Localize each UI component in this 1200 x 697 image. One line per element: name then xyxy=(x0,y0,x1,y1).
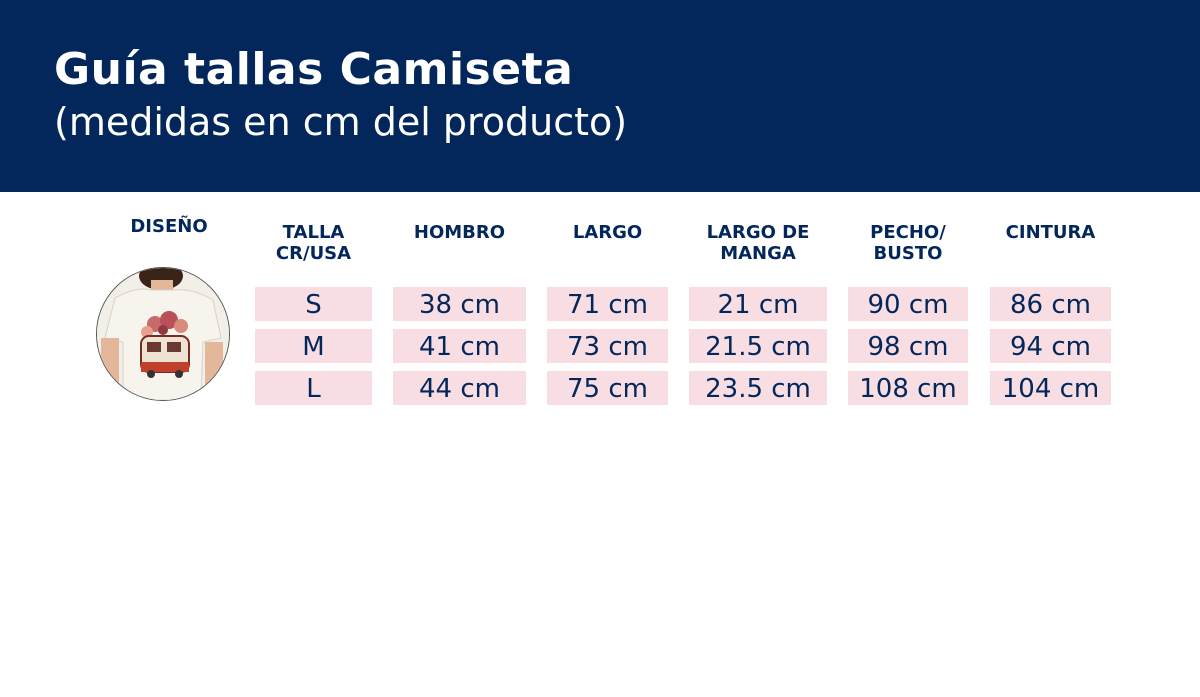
table-cell-chest: 98 cm xyxy=(848,329,968,363)
column-header-shoulder: HOMBRO xyxy=(413,222,506,243)
table-cell-sleeve-length: 21 cm xyxy=(689,287,827,321)
table-cell-length: 71 cm xyxy=(547,287,668,321)
table-cell-waist: 86 cm xyxy=(990,287,1111,321)
page-subtitle: (medidas en cm del producto) xyxy=(54,100,628,144)
table-cell-size: M xyxy=(255,329,372,363)
table-cell-size: S xyxy=(255,287,372,321)
table-cell-sleeve-length: 21.5 cm xyxy=(689,329,827,363)
table-cell-size: L xyxy=(255,371,372,405)
table-cell-length: 73 cm xyxy=(547,329,668,363)
table-cell-shoulder: 38 cm xyxy=(393,287,526,321)
header-banner: Guía tallas Camiseta (medidas en cm del … xyxy=(0,0,1200,192)
column-header-size: TALLA CR/USA xyxy=(275,222,352,264)
table-cell-shoulder: 41 cm xyxy=(393,329,526,363)
table-cell-chest: 108 cm xyxy=(848,371,968,405)
column-header-sleeve-length: LARGO DE MANGA xyxy=(706,222,810,264)
table-cell-chest: 90 cm xyxy=(848,287,968,321)
table-cell-waist: 104 cm xyxy=(990,371,1111,405)
table-cell-waist: 94 cm xyxy=(990,329,1111,363)
table-cell-length: 75 cm xyxy=(547,371,668,405)
column-header-length: LARGO xyxy=(572,222,643,243)
column-header-chest: PECHO/ BUSTO xyxy=(870,222,946,264)
design-photo xyxy=(96,267,230,401)
table-cell-shoulder: 44 cm xyxy=(393,371,526,405)
page-title: Guía tallas Camiseta xyxy=(54,44,574,95)
column-header-waist: CINTURA xyxy=(1005,222,1096,243)
design-column-header: DISEÑO xyxy=(130,216,208,237)
tshirt-photo-icon xyxy=(97,268,229,400)
table-cell-sleeve-length: 23.5 cm xyxy=(689,371,827,405)
